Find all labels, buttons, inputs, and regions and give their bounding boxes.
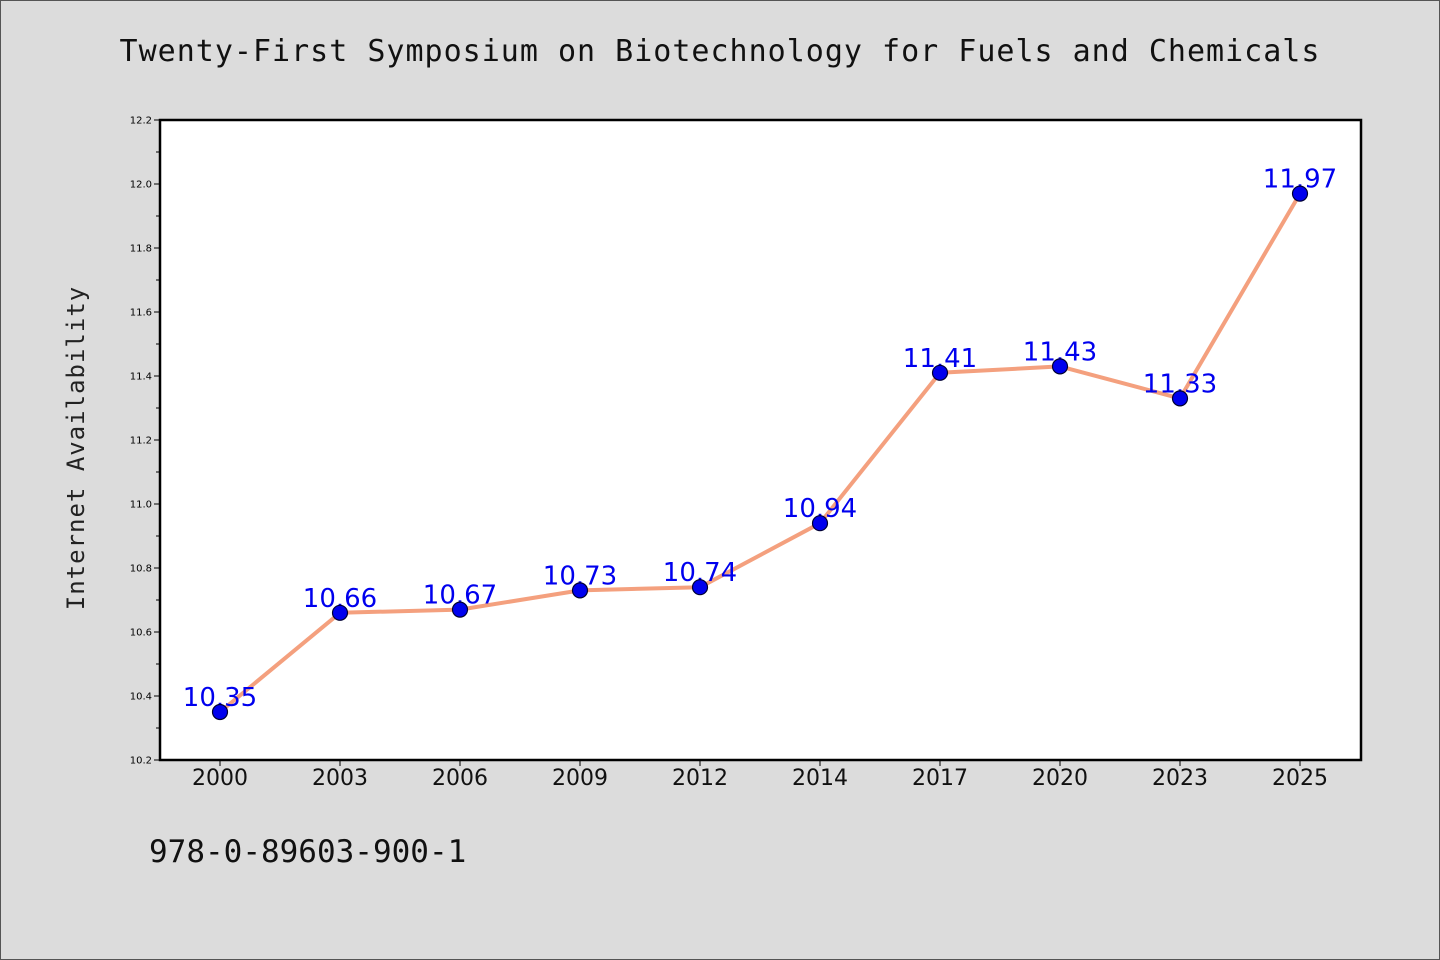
x-tick-label: 2012	[672, 766, 728, 791]
isbn-text: 978-0-89603-900-1	[149, 834, 467, 870]
x-tick-label: 2014	[792, 766, 848, 791]
data-point	[1051, 358, 1069, 375]
chart-title: Twenty-First Symposium on Biotechnology …	[119, 34, 1321, 69]
x-tick-label: 2006	[432, 766, 488, 791]
data-point	[691, 579, 709, 596]
y-tick-label: 12.0	[130, 180, 152, 191]
data-point	[1291, 185, 1309, 202]
x-tick-label: 2025	[1272, 766, 1328, 791]
data-point	[811, 515, 829, 532]
plot-area	[158, 118, 1363, 762]
y-tick-label: 11.0	[130, 500, 152, 511]
x-tick-label: 2003	[312, 766, 368, 791]
series-line	[218, 192, 1302, 714]
data-point	[331, 604, 349, 621]
data-point	[571, 582, 589, 599]
y-tick-label: 10.4	[130, 692, 152, 703]
y-axis-label: Internet Availability	[62, 286, 90, 610]
x-tick-label: 2020	[1032, 766, 1088, 791]
data-point	[451, 601, 469, 618]
x-tick-label: 2000	[192, 766, 248, 791]
y-tick-label: 12.2	[130, 116, 152, 127]
x-tick-label: 2009	[552, 766, 608, 791]
y-tick-label: 10.8	[130, 564, 152, 575]
y-tick-label: 11.2	[130, 436, 152, 447]
x-tick-label: 2017	[912, 766, 968, 791]
x-tick-label: 2023	[1152, 766, 1208, 791]
y-tick-label: 10.2	[130, 756, 152, 767]
data-point	[211, 703, 229, 721]
y-tick-label: 11.4	[130, 372, 152, 383]
y-tick-label: 10.6	[130, 628, 152, 639]
y-tick-label: 11.6	[130, 308, 152, 319]
y-tick-label: 11.8	[130, 244, 152, 255]
data-point	[1171, 390, 1189, 407]
data-point	[931, 364, 949, 381]
